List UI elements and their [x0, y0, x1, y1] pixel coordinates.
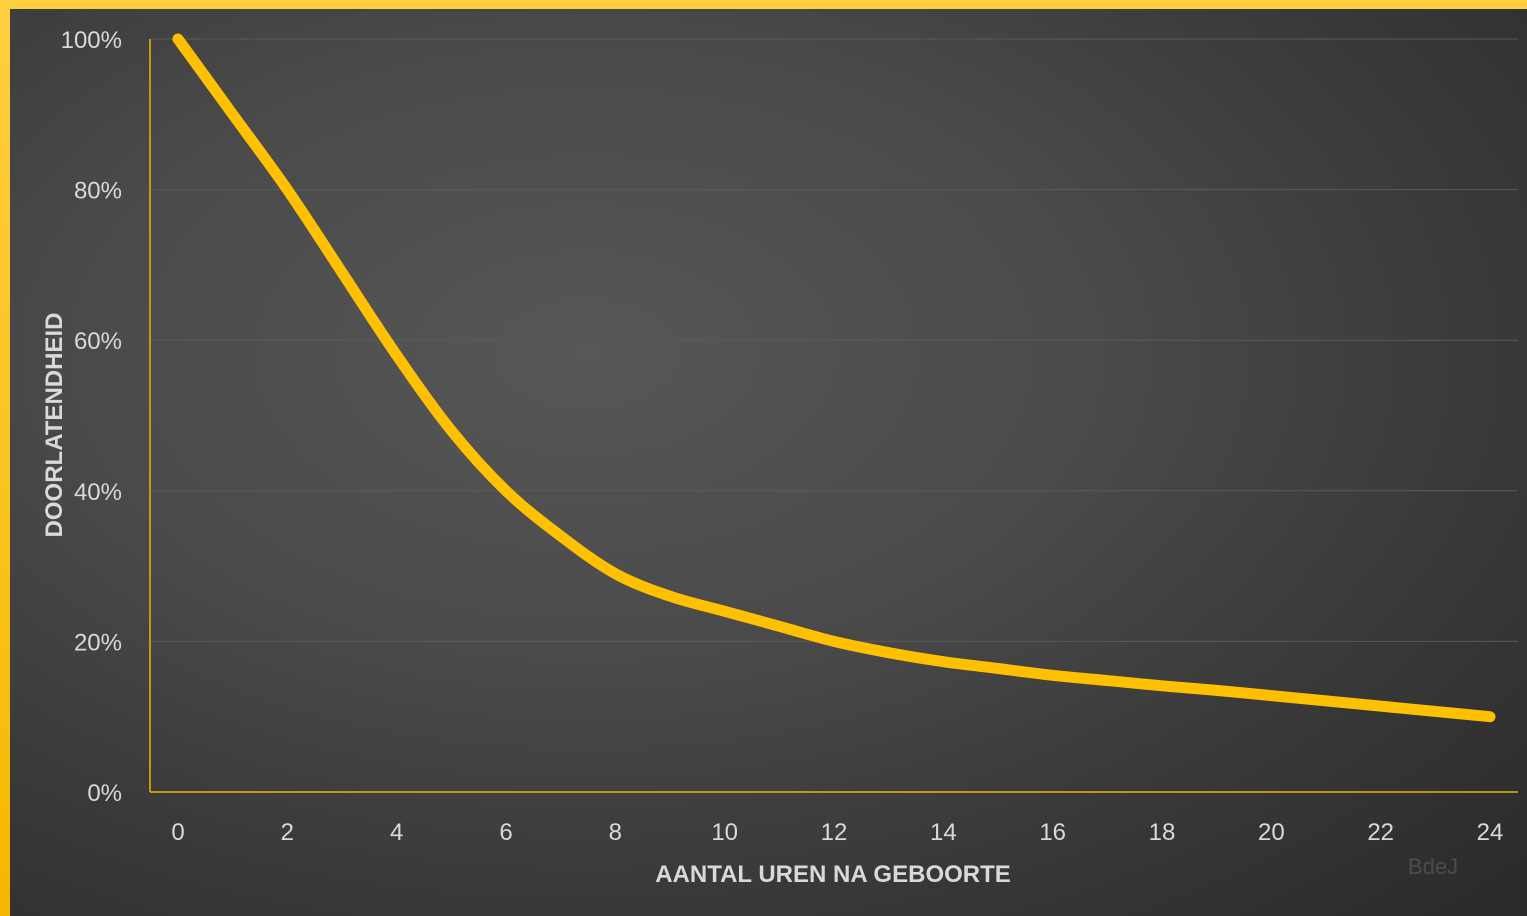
x-tick-label: 2 — [281, 819, 294, 846]
watermark-text: BdeJ — [1408, 854, 1458, 879]
x-tick-label: 16 — [1039, 819, 1066, 846]
x-tick-label: 8 — [609, 819, 622, 846]
y-tick-labels: 0% 20% 40% 60% 80% 100% — [61, 27, 122, 807]
x-tick-label: 4 — [390, 819, 403, 846]
y-tick-label: 100% — [61, 27, 122, 54]
y-tick-label: 20% — [74, 629, 122, 656]
y-tick-label: 80% — [74, 178, 122, 205]
y-tick-label: 0% — [87, 780, 122, 807]
x-tick-label: 10 — [711, 819, 738, 846]
series-line — [172, 33, 1496, 723]
x-tick-label: 22 — [1367, 819, 1394, 846]
y-axis-title: DOORLATENDHEID — [41, 313, 68, 538]
series-lines — [172, 33, 1496, 723]
x-tick-label: 0 — [171, 819, 184, 846]
x-tick-label: 20 — [1258, 819, 1285, 846]
x-tick-label: 6 — [499, 819, 512, 846]
axes — [149, 39, 1518, 793]
gridlines — [150, 38, 1518, 642]
x-tick-labels: 0 2 4 6 8 10 12 14 16 18 20 22 24 — [171, 819, 1503, 846]
x-tick-label: 14 — [930, 819, 957, 846]
y-tick-label: 60% — [74, 328, 122, 355]
x-axis-title: AANTAL UREN NA GEBOORTE — [655, 861, 1011, 888]
x-tick-label: 18 — [1149, 819, 1176, 846]
y-tick-label: 40% — [74, 479, 122, 506]
x-tick-label: 24 — [1477, 819, 1504, 846]
x-tick-label: 12 — [821, 819, 848, 846]
